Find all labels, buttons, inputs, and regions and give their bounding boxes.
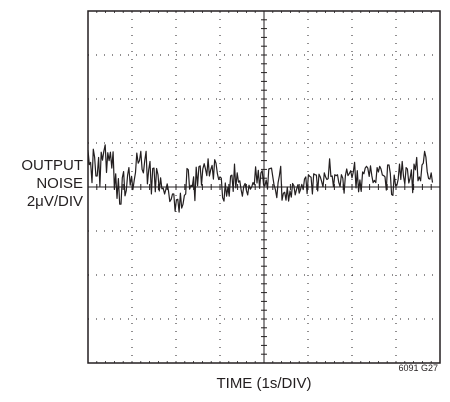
plot-area (87, 10, 441, 364)
x-axis-label: TIME (1s/DIV) (216, 375, 312, 392)
scope-frame (87, 10, 441, 364)
y-axis-label-line1: OUTPUT (21, 157, 83, 174)
noise-trace (87, 144, 434, 213)
y-axis-label-line3: 2μV/DIV (26, 193, 83, 210)
figure-code: 6091 G27 (398, 363, 438, 373)
y-axis-label-line2: NOISE (36, 175, 83, 192)
